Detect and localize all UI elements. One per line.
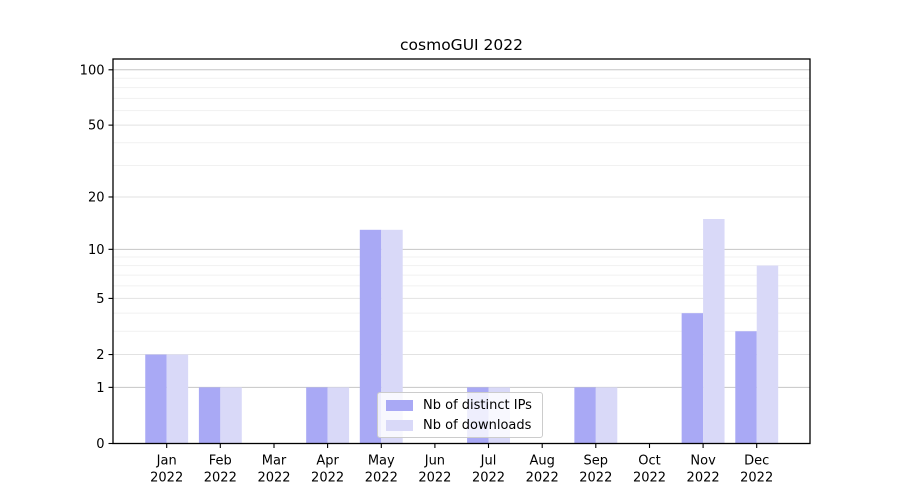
y-tick-label-2: 2 (96, 348, 104, 363)
x-tick-label-oct-year: 2022 (633, 471, 666, 486)
legend-label-downloads: Nb of downloads (423, 417, 532, 433)
y-tick-label-5: 5 (96, 292, 104, 307)
x-tick-label-jul: Jul (480, 454, 497, 469)
y-tick-label-10: 10 (88, 243, 105, 258)
bar-may-downloads (381, 229, 403, 444)
legend-entry-distinct-ips: Nb of distinct IPs (386, 395, 534, 415)
x-tick-label-jan-year: 2022 (150, 471, 183, 486)
bar-dec-downloads (756, 265, 779, 444)
y-tick-label-50: 50 (88, 119, 105, 134)
plot-border (112, 58, 811, 445)
legend-entry-downloads: Nb of downloads (386, 415, 534, 435)
x-tick-label-aug-year: 2022 (526, 471, 559, 486)
bar-apr-distinct-ips (306, 387, 328, 444)
x-tick-label-mar-year: 2022 (257, 471, 290, 486)
bar-jan-distinct-ips (145, 354, 167, 444)
x-tick-label-feb: Feb (209, 454, 232, 469)
y-tick-label-20: 20 (88, 191, 105, 206)
x-tick-label-aug: Aug (530, 454, 555, 469)
y-tick-label-100: 100 (80, 63, 105, 78)
bar-may-distinct-ips (359, 229, 382, 444)
x-tick-label-jan: Jan (156, 454, 177, 469)
x-tick-label-sep-year: 2022 (579, 471, 612, 486)
x-tick-label-oct: Oct (638, 454, 660, 469)
legend: Nb of distinct IPs Nb of downloads (377, 392, 543, 438)
bar-nov-distinct-ips (681, 313, 704, 444)
bar-feb-downloads (220, 387, 242, 444)
y-tick-label-0: 0 (96, 437, 104, 452)
x-tick-label-feb-year: 2022 (204, 471, 237, 486)
x-tick-label-mar: Mar (262, 454, 287, 469)
bar-dec-distinct-ips (735, 331, 757, 444)
x-tick-label-sep: Sep (584, 454, 609, 469)
bar-nov-downloads (703, 219, 725, 444)
legend-swatch-distinct-ips (386, 399, 413, 411)
x-tick-label-jun-year: 2022 (418, 471, 451, 486)
bar-sep-distinct-ips (574, 387, 596, 444)
x-tick-label-dec: Dec (744, 454, 769, 469)
x-tick-label-apr-year: 2022 (311, 471, 344, 486)
x-tick-label-may-year: 2022 (365, 471, 398, 486)
x-tick-label-nov: Nov (690, 454, 716, 469)
x-tick-label-dec-year: 2022 (740, 471, 773, 486)
x-tick-label-apr: Apr (316, 454, 339, 469)
x-tick-label-jun: Jun (424, 454, 445, 469)
y-tick-label-1: 1 (96, 381, 104, 396)
bar-apr-downloads (327, 387, 350, 444)
bar-feb-distinct-ips (198, 387, 221, 444)
legend-swatch-downloads (386, 419, 413, 431)
x-tick-label-nov-year: 2022 (687, 471, 720, 486)
x-tick-label-may: May (368, 454, 395, 469)
chart-title: cosmoGUI 2022 (400, 36, 523, 54)
legend-label-distinct-ips: Nb of distinct IPs (423, 397, 532, 413)
bar-sep-downloads (595, 387, 618, 444)
x-tick-label-jul-year: 2022 (472, 471, 505, 486)
bar-jan-downloads (166, 354, 189, 444)
